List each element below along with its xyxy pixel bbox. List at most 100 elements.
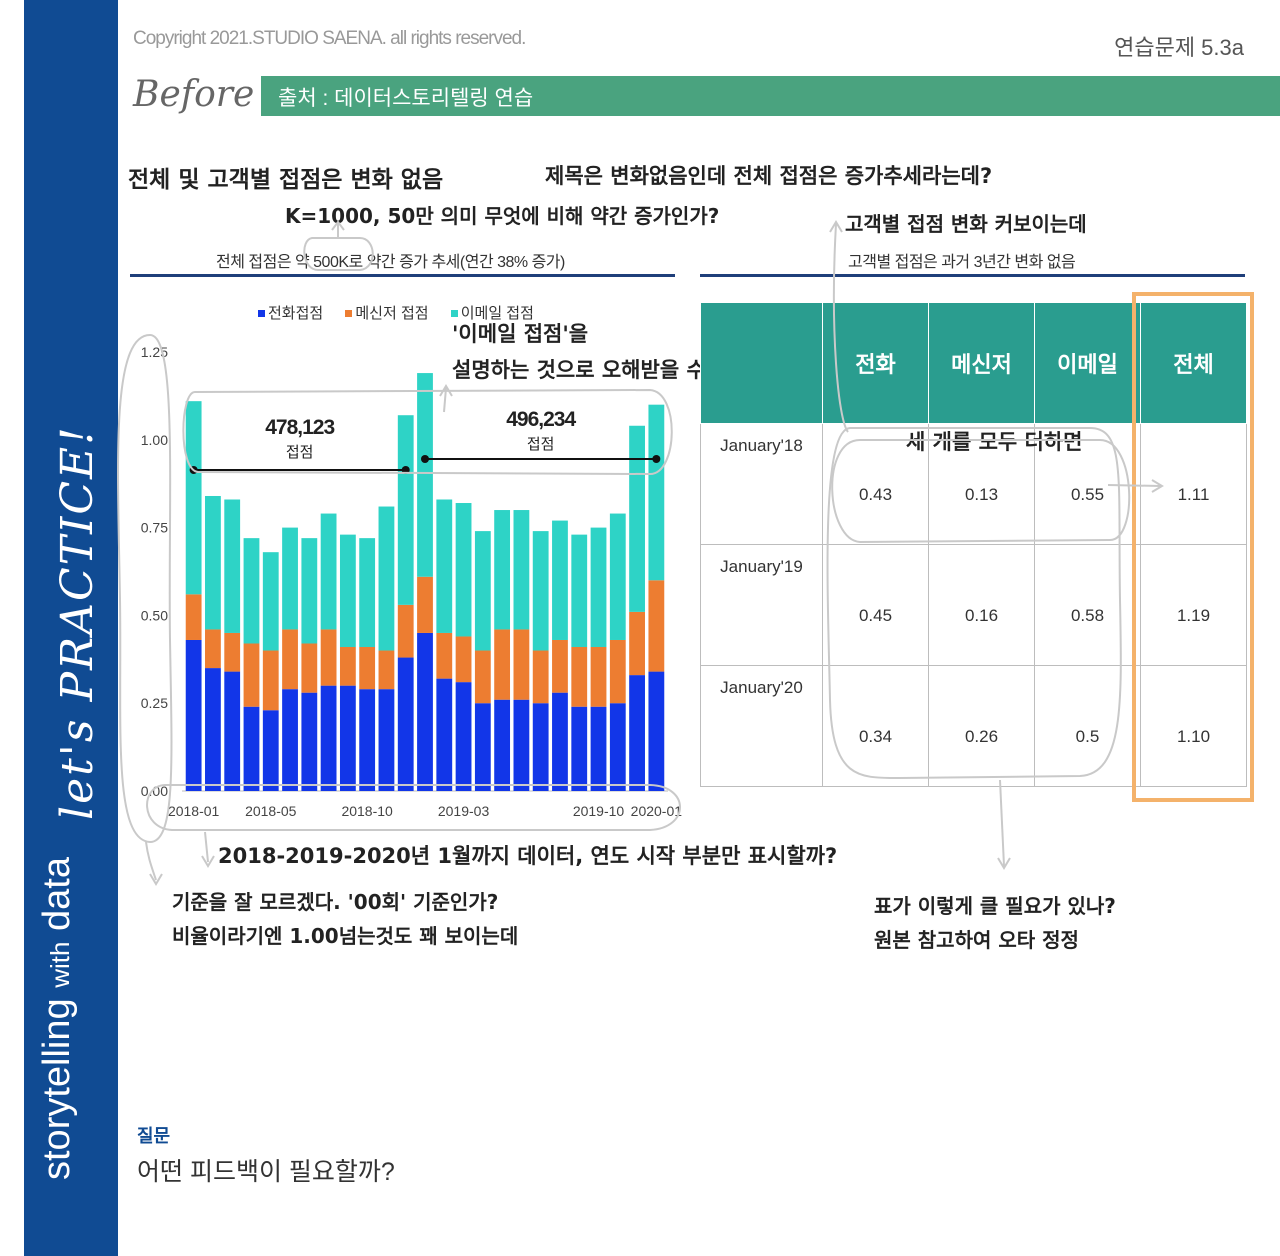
bar-segment-messenger: [224, 632, 241, 672]
source-text: 출처 : 데이터스토리텔링 연습: [278, 87, 534, 110]
bar-segment-email: [629, 425, 645, 612]
source-banner: [261, 76, 1280, 116]
annotation-sum: 세 개를 모두 더하면: [906, 430, 1083, 454]
bar-segment-messenger: [609, 639, 626, 704]
exercise-number: 연습문제 5.3a: [1114, 35, 1244, 60]
bar-segment-phone: [648, 671, 665, 791]
bar-segment-phone: [513, 699, 530, 791]
before-label: Before: [133, 74, 255, 115]
cell-phone: 0.45: [822, 544, 929, 666]
callout-value: 496,234: [506, 408, 576, 431]
bar-segment-email: [262, 552, 279, 651]
bar-segment-messenger: [243, 643, 260, 707]
bar-segment-email: [436, 499, 453, 633]
bar-segment-phone: [205, 668, 221, 791]
bar-segment-phone: [262, 710, 279, 791]
bar-segment-email: [532, 531, 549, 651]
cell-email: 0.58: [1034, 544, 1141, 666]
bar-segment-messenger: [205, 629, 221, 669]
bar-segment-messenger: [590, 647, 607, 707]
bar-segment-email: [185, 401, 202, 595]
copyright: Copyright 2021.STUDIO SAENA. all rights …: [133, 28, 526, 49]
legend-swatch-messenger: [345, 310, 353, 317]
arrow-y-axis-head: [149, 873, 163, 886]
legend-label-messenger: 메신저 접점: [355, 305, 429, 322]
bar-segment-email: [513, 510, 530, 630]
bar-segment-phone: [339, 685, 356, 791]
legend-label-email: 이메일 접점: [460, 305, 534, 322]
sidebar-margin: [0, 0, 24, 1256]
brand-data: data: [36, 857, 78, 942]
bar-segment-phone: [590, 706, 607, 791]
legend-label-phone: 전화접점: [268, 305, 324, 322]
chart-rule: [130, 274, 675, 277]
bar-segment-messenger: [320, 629, 337, 686]
bar-segment-messenger: [417, 576, 433, 633]
bar-segment-messenger: [513, 629, 530, 700]
annotation-y-axis-line2: 비율이라기엔 1.00넘는것도 꽤 보이는데: [172, 924, 519, 948]
bar-segment-phone: [571, 706, 588, 791]
cell-total: 1.10: [1140, 665, 1247, 787]
y-tick-label: 0.75: [141, 520, 168, 536]
bar-segment-email: [378, 506, 395, 651]
sidebar: let's PRACTICE! storytelling with data: [0, 0, 118, 1256]
arrow-email-head: [439, 384, 453, 397]
y-tick-label: 0.25: [141, 695, 168, 711]
bar-segment-phone: [552, 692, 568, 791]
bar-segment-phone: [455, 682, 472, 791]
x-tick-label: 2018-10: [341, 803, 393, 819]
bar-segment-email: [590, 527, 607, 648]
bar-segment-messenger: [378, 650, 395, 690]
legend-item-phone: 전화접점: [258, 305, 323, 322]
bar-segment-phone: [243, 706, 260, 791]
cell-phone: 0.34: [822, 665, 929, 787]
bar-segment-email: [455, 503, 472, 637]
bar-segment-messenger: [648, 580, 665, 672]
annotation-table-line1: 표가 이렇게 클 필요가 있나?: [874, 894, 1116, 918]
bar-segment-email: [494, 510, 511, 630]
oval-callouts: [182, 388, 673, 476]
bar-segment-messenger: [282, 629, 298, 690]
question-text: 어떤 피드백이 필요할까?: [137, 1158, 395, 1186]
bar-segment-email: [397, 415, 414, 605]
bar-segment-email: [552, 520, 568, 640]
cell-messenger: 0.16: [928, 544, 1035, 666]
annotation-y-axis-line1: 기준을 잘 모르겠다. '00회' 기준인가?: [172, 890, 499, 914]
bar-segment-messenger: [455, 636, 472, 683]
bar-segment-email: [571, 534, 588, 648]
legend-item-email: 이메일 접점: [450, 305, 534, 322]
callout-dot: [421, 455, 429, 463]
bar-segment-messenger: [185, 594, 202, 640]
callout-dot: [189, 466, 198, 474]
y-tick-label: 0.50: [141, 607, 168, 623]
arrow-x-axis-head: [201, 855, 215, 868]
total-column-highlight: [1132, 292, 1254, 802]
chart-subtitle: 전체 접점은 약 500K로 약간 증가 추세(연간 38% 증가): [216, 254, 565, 271]
y-tick-label: 1.25: [141, 344, 168, 360]
bar-segment-email: [339, 534, 356, 648]
brand-main: storytelling: [36, 987, 78, 1180]
bar-segment-phone: [185, 639, 202, 791]
table-rule: [700, 274, 1245, 277]
header-cell-email: 이메일: [1034, 302, 1141, 424]
brand-with: with: [45, 941, 75, 988]
arrow-x-axis: [204, 831, 209, 863]
arrow-customer-head: [829, 220, 843, 233]
arrow-email: [443, 387, 447, 413]
bar-segment-messenger: [359, 647, 376, 690]
table-header-row: 전화 메신저 이메일 전체: [700, 302, 1247, 424]
arrow-table-head: [997, 857, 1011, 870]
bar-segment-phone: [397, 657, 414, 791]
bar-segment-messenger: [474, 650, 491, 704]
question-label: 질문: [137, 1126, 171, 1147]
bar-segment-phone: [532, 703, 549, 791]
bar-segment-email: [474, 531, 491, 651]
bar-segment-email: [243, 538, 260, 644]
annotation-x-axis: 2018-2019-2020년 1월까지 데이터, 연도 시작 부분만 표시할까…: [218, 844, 838, 868]
header-cell-empty: [700, 302, 823, 424]
bar-segment-messenger: [436, 632, 453, 679]
bar-segment-messenger: [262, 650, 279, 711]
bar-segment-phone: [417, 632, 433, 791]
bar-segment-email: [282, 527, 298, 630]
arrow-table: [999, 779, 1005, 867]
